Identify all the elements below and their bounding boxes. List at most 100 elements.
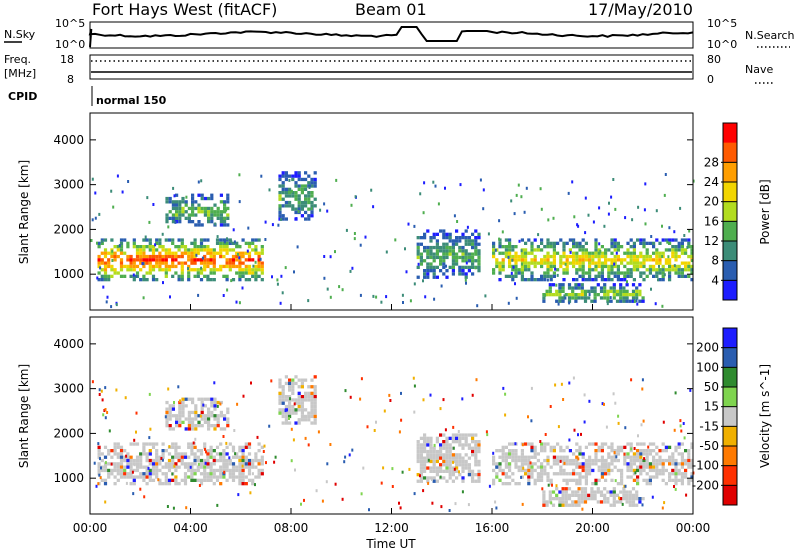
echo-cell xyxy=(432,269,436,273)
echo-cell xyxy=(517,271,521,275)
echo-cell xyxy=(254,260,257,264)
echo-cell xyxy=(113,268,117,272)
echo-cell xyxy=(613,274,617,278)
echo-cell xyxy=(451,269,455,273)
echo-cell xyxy=(148,436,151,440)
echo-cell xyxy=(562,245,566,249)
echo-cell xyxy=(194,407,198,411)
echo-cell xyxy=(165,400,169,405)
echo-cell xyxy=(191,420,195,424)
echo-cell xyxy=(556,268,560,272)
echo-cell xyxy=(432,446,436,450)
echo-cell xyxy=(231,261,236,265)
echo-cell xyxy=(536,465,540,469)
echo-cell xyxy=(594,462,598,466)
echo-cell xyxy=(612,286,616,290)
echo-cell xyxy=(148,241,152,245)
echo-cell xyxy=(416,252,420,256)
echo-cell xyxy=(359,293,362,297)
echo-cell xyxy=(668,462,672,466)
echo-cell xyxy=(610,278,614,282)
echo-cell xyxy=(284,200,288,205)
echo-cell xyxy=(467,473,471,477)
echo-cell xyxy=(600,455,604,459)
echo-cell xyxy=(129,261,133,265)
echo-cell xyxy=(291,207,295,211)
echo-cell xyxy=(429,245,433,250)
echo-cell xyxy=(680,465,684,469)
echo-cell xyxy=(216,404,219,408)
echo-cell xyxy=(118,244,121,248)
echo-cell xyxy=(546,274,550,278)
echo-cell xyxy=(458,453,462,457)
echo-cell xyxy=(501,455,505,459)
echo-cell xyxy=(642,458,646,463)
echo-cell xyxy=(562,248,566,252)
colorbar-swatch xyxy=(723,162,737,183)
echo-cell xyxy=(228,264,232,269)
echo-cell xyxy=(416,440,420,444)
echo-cell xyxy=(281,181,285,185)
echo-cell xyxy=(203,258,207,262)
echo-cell xyxy=(609,286,613,290)
echo-cell xyxy=(247,245,252,249)
echo-cell xyxy=(632,478,636,482)
echo-cell xyxy=(546,462,550,466)
echo-cell xyxy=(600,475,604,479)
colorbar-tick-label: -15 xyxy=(699,419,719,433)
echo-cell xyxy=(632,258,636,262)
echo-cell xyxy=(416,449,420,454)
echo-cell xyxy=(164,251,168,255)
echo-cell xyxy=(210,404,214,408)
velocity-echo-cells xyxy=(91,375,695,512)
echo-cell xyxy=(690,254,694,259)
echo-cell xyxy=(492,458,496,463)
echo-cell xyxy=(222,475,226,479)
echo-cell xyxy=(237,252,239,256)
echo-cell xyxy=(278,197,282,201)
echo-cell xyxy=(636,442,640,446)
echo-cell xyxy=(416,459,420,464)
echo-cell xyxy=(226,424,230,428)
echo-cell xyxy=(684,238,688,242)
echo-cell xyxy=(629,261,633,265)
echo-cell xyxy=(139,487,142,491)
echo-cell xyxy=(335,178,338,182)
echo-cell xyxy=(187,248,191,252)
echo-cell xyxy=(477,459,481,464)
echo-cell xyxy=(475,378,478,382)
echo-cell xyxy=(251,482,255,486)
echo-cell xyxy=(632,248,636,252)
echo-cell xyxy=(102,413,105,417)
echo-cell xyxy=(244,445,248,449)
echo-cell xyxy=(501,230,504,234)
echo-cell xyxy=(175,193,179,197)
echo-cell xyxy=(632,455,636,459)
echo-cell xyxy=(636,455,640,459)
echo-cell xyxy=(455,476,459,480)
echo-cell xyxy=(212,268,216,272)
echo-cell xyxy=(219,455,223,459)
echo-cell xyxy=(435,245,439,250)
echo-cell xyxy=(603,283,607,287)
echo-cell xyxy=(268,424,271,428)
echo-cell xyxy=(474,456,478,460)
echo-cell xyxy=(168,196,172,201)
echo-cell xyxy=(541,487,544,491)
echo-cell xyxy=(294,408,298,412)
echo-cell xyxy=(207,216,211,220)
echo-cell xyxy=(222,455,226,459)
y-tick-label: 4000 xyxy=(53,337,84,351)
echo-cell xyxy=(145,458,149,463)
echo-cell xyxy=(210,216,214,220)
echo-cell xyxy=(294,194,298,198)
echo-cell xyxy=(520,475,523,479)
echo-cell xyxy=(197,293,200,297)
echo-cell xyxy=(508,258,512,262)
echo-cell xyxy=(471,272,475,276)
echo-cell xyxy=(435,436,439,440)
echo-cell xyxy=(297,171,301,175)
echo-cell xyxy=(461,466,465,470)
echo-cell xyxy=(278,391,282,395)
echo-cell xyxy=(116,174,119,178)
